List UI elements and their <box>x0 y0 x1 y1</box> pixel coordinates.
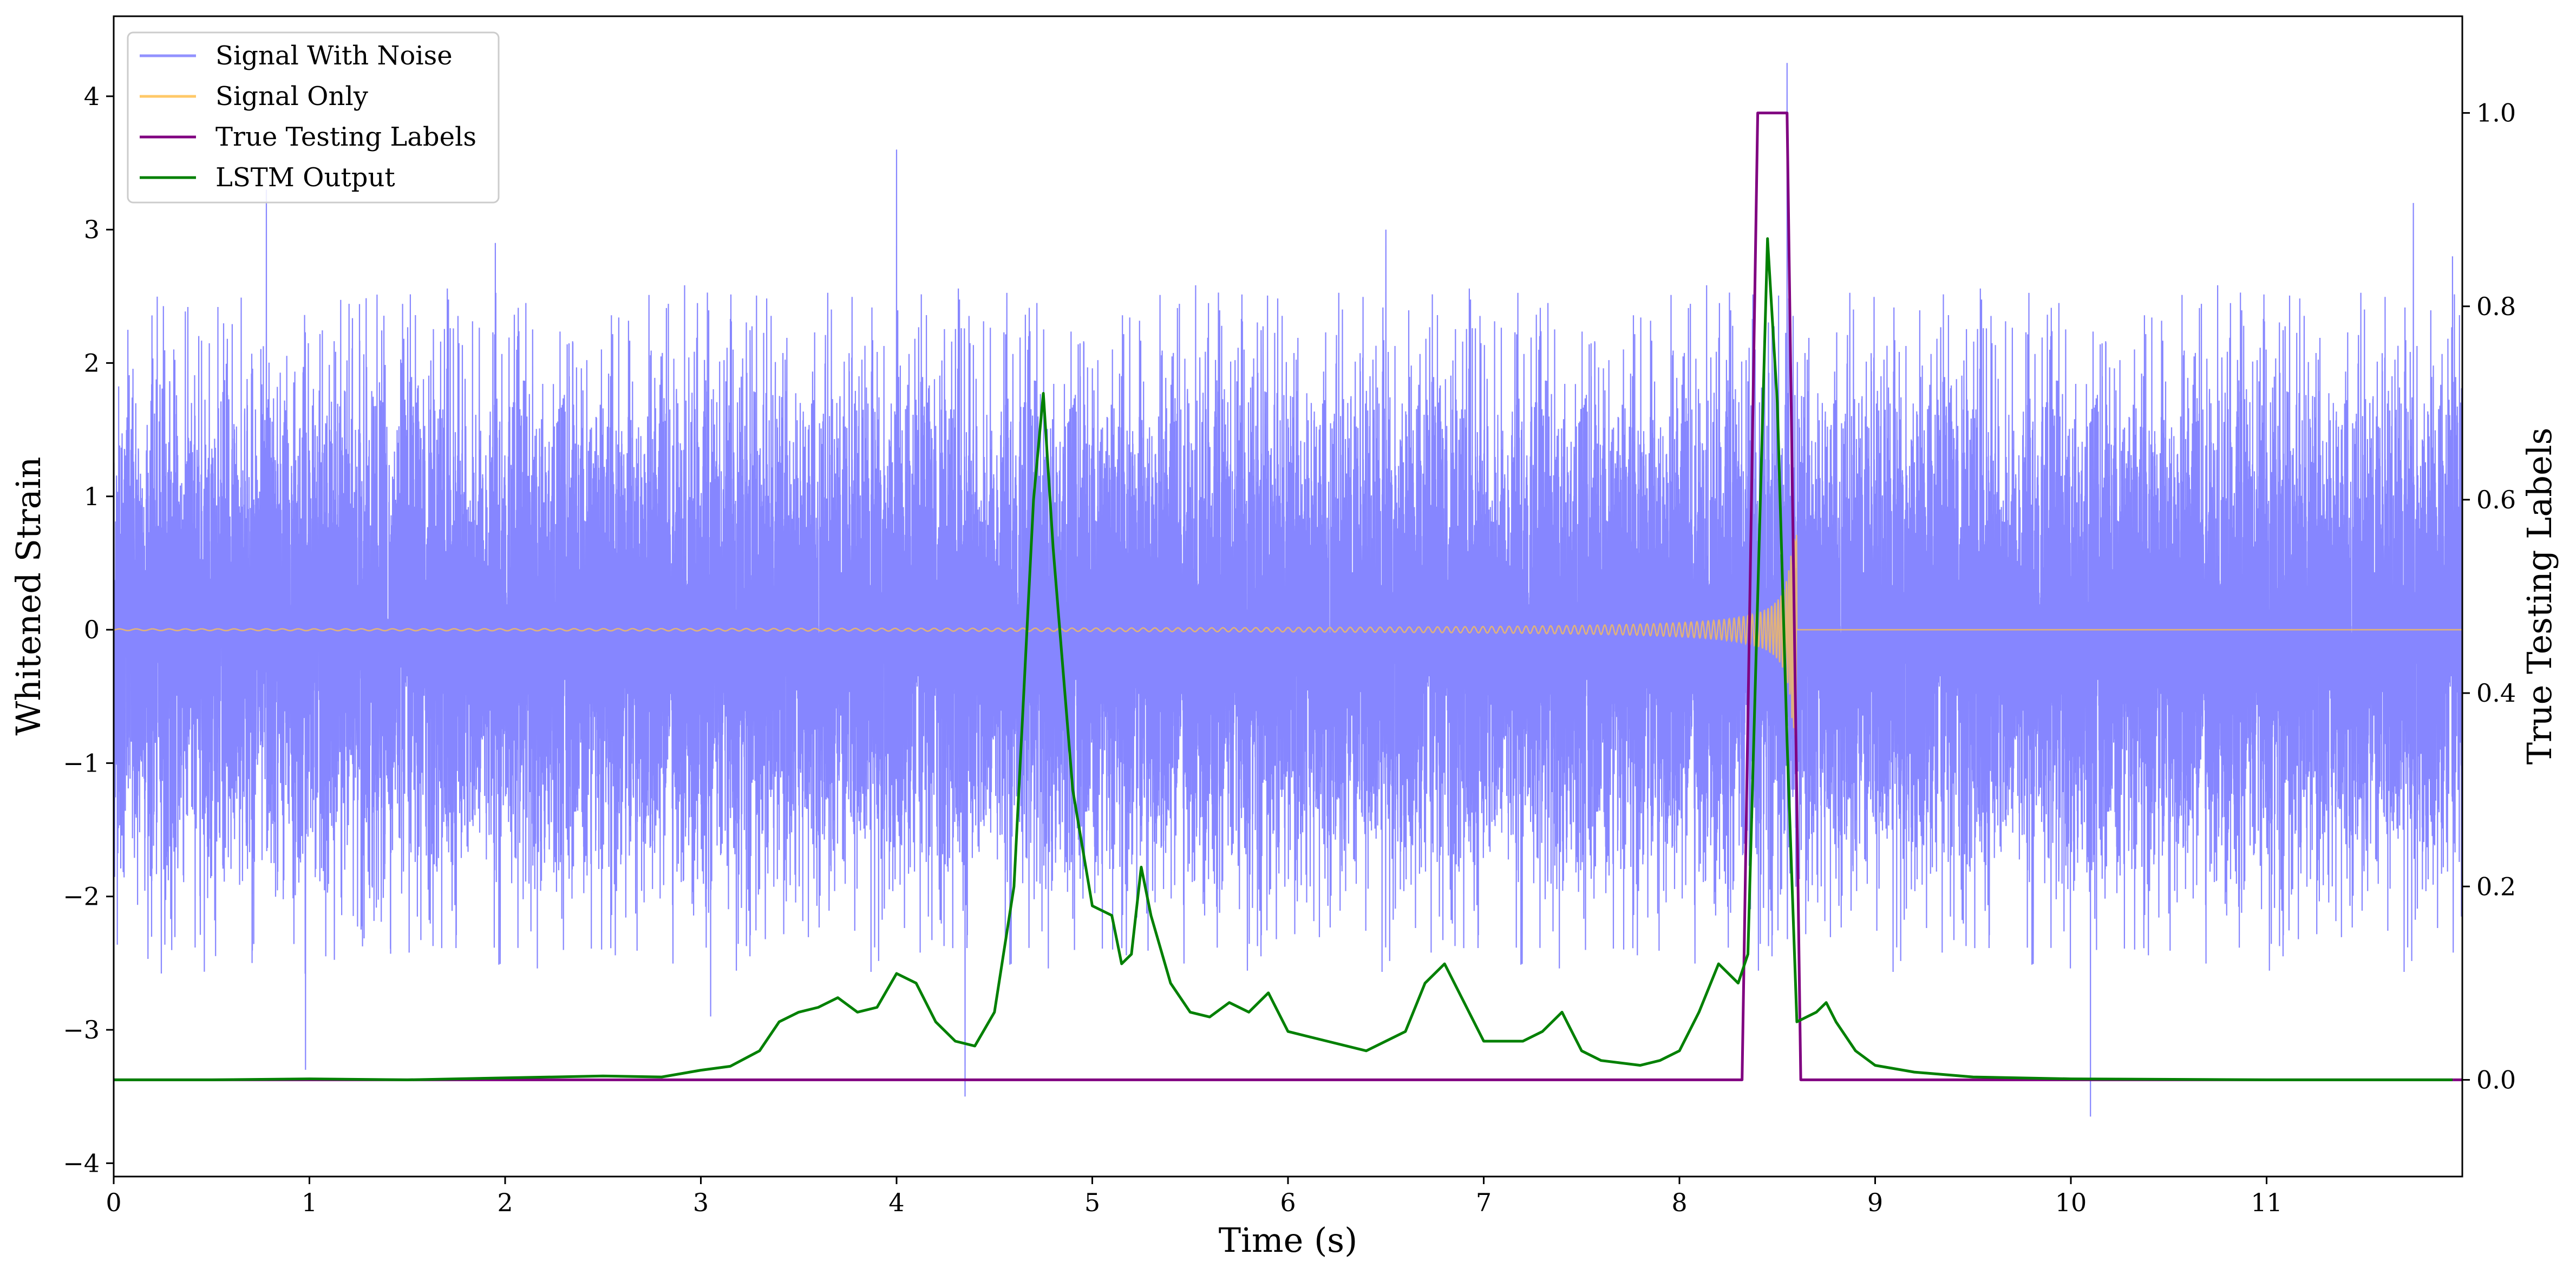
legend-label-true-testing-labels: True Testing Labels <box>215 122 476 152</box>
x-tick-label: 8 <box>1671 1188 1687 1217</box>
legend-label-lstm-output: LSTM Output <box>215 162 395 193</box>
x-tick-label: 1 <box>302 1188 317 1217</box>
x-tick-label: 5 <box>1084 1188 1100 1217</box>
y2-axis-title: True Testing Labels <box>2520 428 2559 765</box>
y-tick-label: 2 <box>84 348 100 377</box>
x-tick-label: 0 <box>106 1188 121 1217</box>
y-tick-label: −4 <box>63 1148 100 1178</box>
y-tick-label: 1 <box>84 482 100 511</box>
series-line-signal-with-noise <box>114 63 2462 1117</box>
x-tick-label: 2 <box>497 1188 513 1217</box>
series-line-signal-only <box>114 534 2462 735</box>
legend-label-signal-only: Signal Only <box>215 81 368 112</box>
y-tick-label: 4 <box>84 82 100 111</box>
x-tick-label: 3 <box>693 1188 709 1217</box>
x-tick-label: 4 <box>888 1188 904 1217</box>
y-tick-label: 3 <box>84 215 100 244</box>
y-axis-title: Whitened Strain <box>9 457 48 736</box>
legend-label-signal-with-noise: Signal With Noise <box>215 41 453 71</box>
legend: Signal With Noise Signal Only True Testing… <box>127 31 500 204</box>
legend-items: Signal With Noise Signal Only True Testing… <box>140 41 476 193</box>
y-tick-label: −1 <box>63 748 100 778</box>
y-tick-label: 0 <box>84 615 100 644</box>
y2-tick-label: 0.0 <box>2476 1065 2516 1094</box>
y2-tick-label: 1.0 <box>2476 99 2516 128</box>
y2-tick-label: 0.6 <box>2476 485 2516 514</box>
series-line-true-testing-labels <box>114 112 2462 1081</box>
x-tick-label: 10 <box>2055 1188 2087 1217</box>
legend-box <box>127 31 500 204</box>
x-tick-label: 6 <box>1280 1188 1296 1217</box>
y2-tick-label: 0.4 <box>2476 678 2516 708</box>
x-axis-title: Time (s) <box>1219 1220 1358 1260</box>
series-line-lstm-output <box>114 237 2453 1081</box>
y-tick-label: −3 <box>63 1015 100 1044</box>
y-tick-label: −2 <box>63 882 100 911</box>
axes-layer: 0 1 2 3 4 5 6 7 8 9 10 11 −4 −3 −2 −1 0 1 2 3 4 0.0 0.2 0.4 0.6 0… <box>63 82 2516 1217</box>
series-layer <box>114 63 2462 1117</box>
x-tick-label: 11 <box>2251 1188 2283 1217</box>
x-tick-label: 7 <box>1476 1188 1492 1217</box>
y2-tick-label: 0.2 <box>2476 872 2516 901</box>
x-tick-label: 9 <box>1867 1188 1883 1217</box>
y2-tick-label: 0.8 <box>2476 292 2516 321</box>
